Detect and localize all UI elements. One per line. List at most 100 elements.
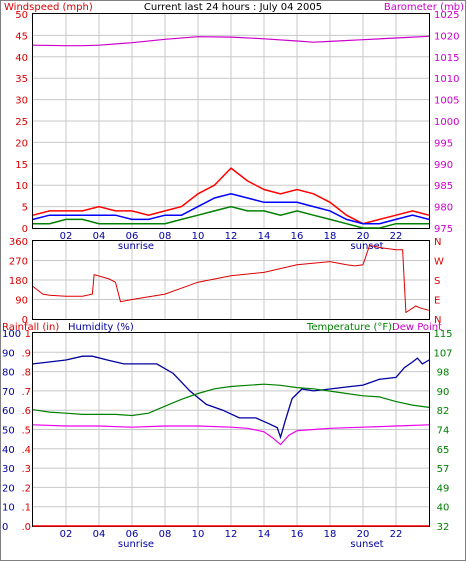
chart-title: Current last 24 hours : July 04 2005 [144,2,322,13]
barometer-line [32,35,430,47]
hour-tick-label: 06 [126,529,139,540]
hour-tick-label: 02 [60,231,73,242]
hour-tick-label: 20 [357,231,370,242]
compass-point-label: W [434,257,444,268]
hour-tick-label: 20 [357,529,370,540]
hour-tick-label: 08 [159,529,172,540]
humidity-tick-label: 90 [2,348,15,359]
direction-degree-label: 180 [9,276,28,287]
direction-line [32,244,430,314]
temperature-tick-label: 82 [437,406,450,417]
temperature-tick-label: 32 [437,522,450,533]
windspeed-tick-label: 20 [15,138,28,149]
temperature-tick-label: 98 [437,368,450,379]
hour-tick-label: 08 [159,231,172,242]
rainfall-tick-label: .9 [21,348,31,359]
panel-wind-baro-frame [32,13,430,229]
compass-point-label: S [434,276,440,287]
humidity-line [32,355,430,440]
temperature-line [32,383,430,417]
sunset-marker-label: sunset [350,539,383,550]
hour-tick-label: 14 [258,529,271,540]
barometer-tick-label: 1025 [434,10,459,21]
rainfall-tick-label: .7 [21,387,31,398]
rainfall-tick-label: .0 [21,522,31,533]
barometer-tick-label: 1000 [434,117,459,128]
humidity-tick-label: 80 [2,368,15,379]
temperature-tick-label: 115 [433,329,452,340]
hour-tick-label: 10 [192,529,205,540]
compass-point-label: N [434,315,441,326]
humidity-tick-label: 30 [2,464,15,475]
rainfall-tick-label: .5 [21,426,31,437]
humidity-tick-label: 10 [2,503,15,514]
windspeed-tick-label: 15 [15,160,28,171]
sunset-marker-label: sunset [350,241,383,252]
temperature-tick-label: 107 [433,348,452,359]
series-lines [32,35,430,527]
compass-point-label: N [434,237,441,248]
dewpoint-axis-title: Dew Point [392,322,442,333]
rainfall-tick-label: .4 [21,445,31,456]
barometer-tick-label: 990 [434,160,453,171]
hour-tick-label: 22 [390,231,403,242]
barometer-tick-label: 1005 [434,96,459,107]
barometer-tick-label: 980 [434,203,453,214]
panel-direction-frame [32,240,430,320]
humidity-tick-label: 70 [2,387,15,398]
humidity-tick-label: 20 [2,483,15,494]
gridlines [33,14,429,526]
rainfall-tick-label: .2 [21,483,31,494]
hour-tick-label: 04 [93,231,106,242]
windspeed-tick-label: 0 [22,224,28,235]
windspeed-tick-label: 30 [15,96,28,107]
hour-tick-label: 04 [93,529,106,540]
windspeed-axis-title: Windspeed (mph) [4,2,93,13]
barometer-tick-label: 975 [434,224,453,235]
hour-tick-label: 18 [324,231,337,242]
hour-tick-label: 22 [390,529,403,540]
humidity-tick-label: 100 [2,329,21,340]
direction-degree-label: 0 [22,315,28,326]
direction-degree-label: 90 [15,296,28,307]
sunrise-marker-label: sunrise [118,539,154,550]
hour-tick-label: 16 [291,529,304,540]
hour-tick-label: 16 [291,231,304,242]
temperature-tick-label: 49 [437,483,450,494]
hour-tick-label: 02 [60,529,73,540]
windspeed-tick-label: 45 [15,31,28,42]
wind_min-line [33,205,429,229]
dew_point-line [32,424,430,446]
temperature-tick-label: 65 [437,445,450,456]
humidity-tick-label: 40 [2,445,15,456]
hour-tick-label: 12 [225,231,238,242]
rainfall-axis-title: Rainfall (in) [2,322,59,333]
temperature-tick-label: 90 [437,387,450,398]
hour-tick-label: 14 [258,231,271,242]
barometer-tick-label: 1020 [434,31,459,42]
wind_avg-line [32,193,430,225]
compass-point-label: E [434,296,440,307]
humidity-tick-label: 0 [2,522,8,533]
temperature-axis-title: Temperature (°F) [306,322,392,333]
humidity-axis-title: Humidity (%) [68,322,134,333]
barometer-tick-label: 1015 [434,53,459,64]
tick-labels: 0510152025303540455097598098599099510001… [2,10,459,550]
windspeed-tick-label: 25 [15,117,28,128]
humidity-tick-label: 60 [2,406,15,417]
temperature-tick-label: 40 [437,503,450,514]
barometer-tick-label: 1010 [434,74,459,85]
direction-degree-label: 270 [9,257,28,268]
windspeed-tick-label: 5 [22,203,28,214]
hour-tick-label: 06 [126,231,139,242]
rainfall-tick-label: .8 [21,368,31,379]
hour-tick-label: 18 [324,529,337,540]
direction-degree-label: 360 [9,237,28,248]
barometer-tick-label: 985 [434,181,453,192]
hour-tick-label: 12 [225,529,238,540]
rainfall-tick-label: 1 [25,329,31,340]
barometer-tick-label: 995 [434,138,453,149]
hour-tick-label: 10 [192,231,205,242]
